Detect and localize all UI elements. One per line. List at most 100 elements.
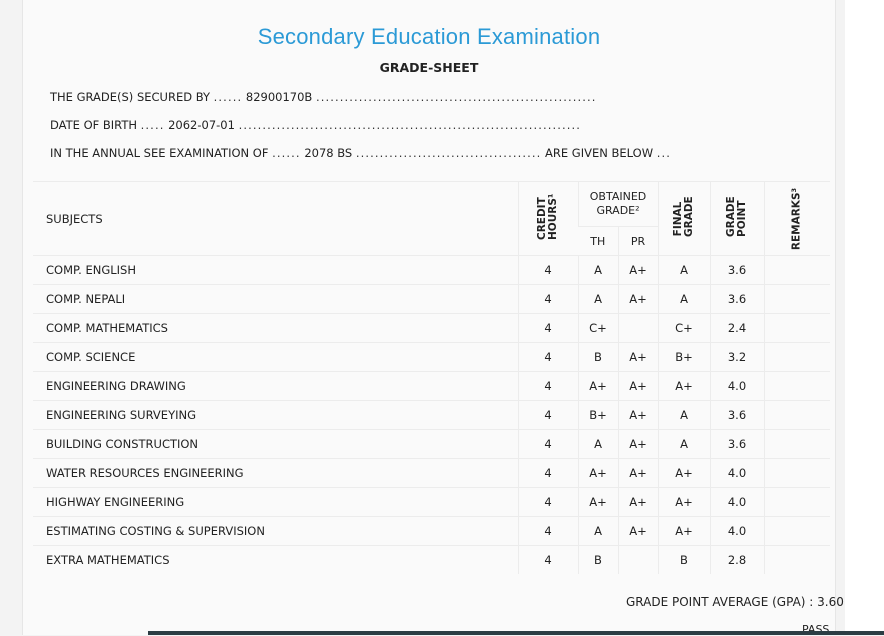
dob-line: DATE OF BIRTH ..... 2062-07-01 .........…: [50, 118, 582, 132]
table-row: COMP. ENGLISH 4 A A+ A 3.6: [33, 255, 830, 285]
header-subjects: SUBJECTS: [33, 181, 518, 256]
credit-hours: 4: [517, 429, 578, 459]
theory-grade: B+: [577, 400, 618, 430]
table-header-row: SUBJECTS CREDIT HOURS¹ OBTAINED GRADE² F…: [33, 181, 830, 256]
remarks: [763, 400, 830, 430]
symbol-number: 82900170B: [245, 90, 313, 104]
credit-hours: 4: [517, 342, 578, 372]
grade-point: 4.0: [709, 458, 764, 488]
grade-sheet-heading: GRADE-SHEET: [379, 60, 479, 75]
secured-by-label: THE GRADE(S) SECURED BY: [50, 90, 211, 104]
exam-label: IN THE ANNUAL SEE EXAMINATION OF: [50, 146, 269, 160]
credit-hours: 4: [517, 400, 578, 430]
subject-name: COMP. ENGLISH: [33, 255, 518, 285]
header-grade-point-label: GRADE POINT: [725, 195, 748, 237]
header-remarks: REMARKS³: [763, 181, 830, 256]
theory-grade: A: [577, 255, 618, 285]
page-margin: [845, 0, 884, 635]
header-credit-hours-label: CREDIT HOURS¹: [536, 193, 559, 240]
header-pr: PR: [617, 226, 658, 256]
page-title: Secondary Education Examination: [257, 24, 601, 49]
theory-grade: A+: [577, 371, 618, 401]
grade-point: 4.0: [709, 487, 764, 517]
header-obtained-grade: OBTAINED GRADE²: [577, 181, 658, 227]
gpa-summary: GRADE POINT AVERAGE (GPA) : 3.60: [626, 595, 844, 609]
header-grade-point: GRADE POINT: [709, 181, 764, 256]
practical-grade: A+: [617, 342, 658, 372]
subject-name: COMP. MATHEMATICS: [33, 313, 518, 343]
remarks: [763, 255, 830, 285]
header-remarks-label: REMARKS³: [790, 187, 803, 250]
subject-name: COMP. SCIENCE: [33, 342, 518, 372]
remarks: [763, 284, 830, 314]
grade-point: 4.0: [709, 516, 764, 546]
practical-grade: A+: [617, 371, 658, 401]
subject-name: ENGINEERING SURVEYING: [33, 400, 518, 430]
final-grade: B: [657, 545, 710, 574]
final-grade: C+: [657, 313, 710, 343]
grade-point: 3.6: [709, 400, 764, 430]
final-grade: B+: [657, 342, 710, 372]
practical-grade: A+: [617, 487, 658, 517]
remarks: [763, 545, 830, 574]
theory-grade: A: [577, 429, 618, 459]
final-grade: A+: [657, 487, 710, 517]
credit-hours: 4: [517, 516, 578, 546]
table-row: BUILDING CONSTRUCTION 4 A A+ A 3.6: [33, 429, 830, 459]
header-th: TH: [578, 226, 618, 256]
final-grade: A: [657, 429, 710, 459]
subject-name: EXTRA MATHEMATICS: [33, 545, 518, 574]
theory-grade: A+: [577, 458, 618, 488]
remarks: [763, 342, 830, 372]
exam-line: IN THE ANNUAL SEE EXAMINATION OF ...... …: [50, 146, 672, 160]
credit-hours: 4: [517, 313, 578, 343]
final-grade: A+: [657, 458, 710, 488]
theory-grade: B: [577, 545, 618, 574]
remarks: [763, 313, 830, 343]
horizontal-scrollbar[interactable]: [148, 631, 884, 635]
gpa-label: GRADE POINT AVERAGE (GPA) :: [626, 595, 814, 609]
table-row: EXTRA MATHEMATICS 4 B B 2.8: [33, 545, 830, 574]
table-row: COMP. MATHEMATICS 4 C+ C+ 2.4: [33, 313, 830, 343]
final-grade: A+: [657, 371, 710, 401]
credit-hours: 4: [517, 255, 578, 285]
remarks: [763, 516, 830, 546]
subject-name: ENGINEERING DRAWING: [33, 371, 518, 401]
gpa-value: 3.60: [817, 595, 844, 609]
grade-point: 3.6: [709, 255, 764, 285]
secured-by-line: THE GRADE(S) SECURED BY ...... 82900170B…: [50, 90, 597, 104]
practical-grade: A+: [617, 255, 658, 285]
practical-grade: A+: [617, 400, 658, 430]
practical-grade: A+: [617, 284, 658, 314]
table-row: ENGINEERING SURVEYING 4 B+ A+ A 3.6: [33, 400, 830, 430]
credit-hours: 4: [517, 371, 578, 401]
dob-label: DATE OF BIRTH: [50, 118, 138, 132]
subject-name: BUILDING CONSTRUCTION: [33, 429, 518, 459]
grades-table: SUBJECTS CREDIT HOURS¹ OBTAINED GRADE² F…: [33, 181, 830, 574]
subject-name: WATER RESOURCES ENGINEERING: [33, 458, 518, 488]
table-row: ESTIMATING COSTING & SUPERVISION 4 A A+ …: [33, 516, 830, 546]
remarks: [763, 429, 830, 459]
table-row: ENGINEERING DRAWING 4 A+ A+ A+ 4.0: [33, 371, 830, 401]
table-row: WATER RESOURCES ENGINEERING 4 A+ A+ A+ 4…: [33, 458, 830, 488]
final-grade: A: [657, 400, 710, 430]
header-credit-hours: CREDIT HOURS¹: [517, 181, 578, 256]
theory-grade: C+: [577, 313, 618, 343]
practical-grade: A+: [617, 458, 658, 488]
grade-point: 2.8: [709, 545, 764, 574]
practical-grade: [617, 545, 658, 574]
grade-sheet: Secondary Education Examination GRADE-SH…: [22, 0, 844, 636]
subject-name: ESTIMATING COSTING & SUPERVISION: [33, 516, 518, 546]
theory-grade: A: [577, 284, 618, 314]
grade-point: 4.0: [709, 371, 764, 401]
date-of-birth: 2062-07-01: [168, 118, 235, 132]
subject-name: COMP. NEPALI: [33, 284, 518, 314]
given-below-text: ARE GIVEN BELOW: [545, 146, 654, 160]
credit-hours: 4: [517, 545, 578, 574]
grade-point: 3.6: [709, 429, 764, 459]
remarks: [763, 371, 830, 401]
grade-point: 3.2: [709, 342, 764, 372]
credit-hours: 4: [517, 284, 578, 314]
final-grade: A+: [657, 516, 710, 546]
practical-grade: A+: [617, 516, 658, 546]
